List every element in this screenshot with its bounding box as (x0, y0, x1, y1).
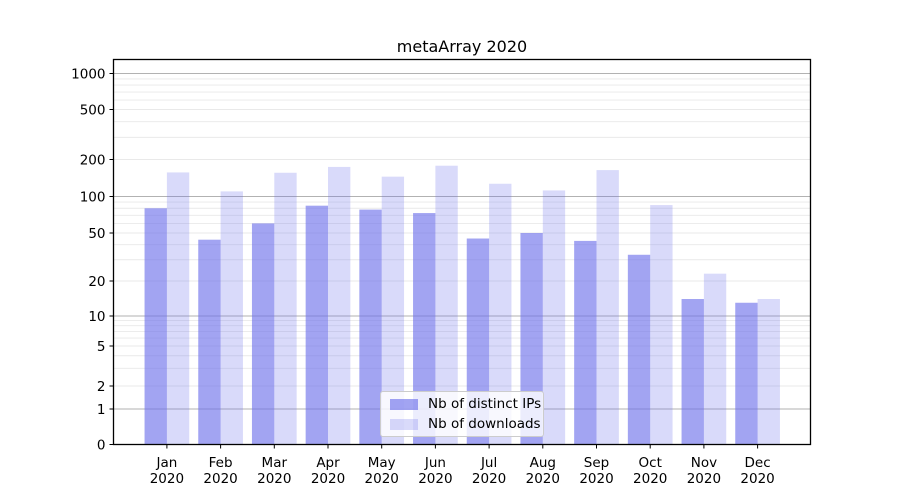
bar-downloads (596, 170, 619, 445)
bar-distinct-ips (251, 223, 275, 445)
x-tick-label-year: 2020 (472, 471, 506, 487)
bar-distinct-ips (627, 254, 651, 445)
y-tick-label: 500 (80, 102, 106, 118)
axes-frame (112, 58, 812, 446)
bar-downloads (435, 165, 458, 445)
x-tick-label-year: 2020 (740, 471, 774, 487)
bar-distinct-ips (144, 208, 167, 445)
bar-distinct-ips (735, 302, 758, 445)
y-tick-label: 5 (97, 339, 106, 355)
x-tick-label-year: 2020 (203, 471, 237, 487)
legend-swatch-distinct-ips (390, 398, 418, 410)
y-tick-label: 10 (88, 309, 105, 325)
x-tick-label-year: 2020 (526, 471, 560, 487)
bar-downloads (381, 176, 405, 445)
y-tick-label: 1 (97, 402, 106, 418)
bar-downloads (489, 183, 512, 445)
legend-label-downloads: Nb of downloads (428, 416, 541, 432)
x-tick-label-month: Apr (316, 455, 340, 471)
legend-item-distinct-ips: Nb of distinct IPs (381, 396, 543, 413)
x-tick-label-month: Mar (262, 455, 288, 471)
x-tick-label-month: Oct (639, 455, 662, 471)
bar-downloads (703, 273, 727, 445)
legend: Nb of distinct IPs Nb of downloads (380, 391, 544, 437)
x-tick-label-year: 2020 (418, 471, 452, 487)
x-tick-label-year: 2020 (687, 471, 721, 487)
x-tick-label-year: 2020 (579, 471, 613, 487)
y-tick-label: 1000 (71, 66, 105, 82)
y-tick-label: 2 (97, 379, 106, 395)
bar-downloads (542, 190, 566, 445)
x-tick-label-year: 2020 (257, 471, 291, 487)
bar-distinct-ips (305, 205, 328, 445)
y-tick-label: 20 (88, 274, 105, 290)
bar-downloads (757, 299, 780, 445)
bar-downloads (166, 172, 190, 445)
bar-distinct-ips (574, 240, 597, 445)
legend-swatch-downloads (390, 418, 418, 430)
bar-distinct-ips (198, 239, 221, 445)
legend-item-downloads: Nb of downloads (381, 416, 543, 433)
x-tick-label-month: Sep (584, 455, 609, 471)
bar-downloads (274, 172, 297, 445)
x-tick-label-year: 2020 (150, 471, 184, 487)
x-tick-label-month: May (368, 455, 396, 471)
x-tick-label-month: Aug (530, 455, 556, 471)
y-tick-label: 200 (80, 152, 106, 168)
x-tick-label-month: Jul (480, 455, 497, 471)
x-tick-label-year: 2020 (365, 471, 399, 487)
x-tick-label-month: Jun (424, 455, 446, 471)
chart-title: metaArray 2020 (396, 37, 528, 56)
x-tick-label-month: Jan (155, 455, 177, 471)
x-tick-label-month: Feb (209, 455, 233, 471)
x-tick-label-month: Nov (691, 455, 717, 471)
y-tick-label: 0 (97, 437, 106, 453)
bar-downloads (650, 205, 673, 445)
bar-downloads (328, 166, 351, 445)
x-tick-label-year: 2020 (633, 471, 667, 487)
x-tick-label-year: 2020 (311, 471, 345, 487)
bar-distinct-ips (413, 213, 436, 445)
x-tick-label-month: Dec (745, 455, 771, 471)
y-tick-label: 50 (88, 226, 105, 242)
bar-distinct-ips (359, 209, 382, 445)
y-tick-label: 100 (80, 189, 106, 205)
bar-distinct-ips (681, 299, 704, 445)
bar-downloads (220, 191, 243, 445)
legend-label-distinct-ips: Nb of distinct IPs (428, 396, 542, 412)
